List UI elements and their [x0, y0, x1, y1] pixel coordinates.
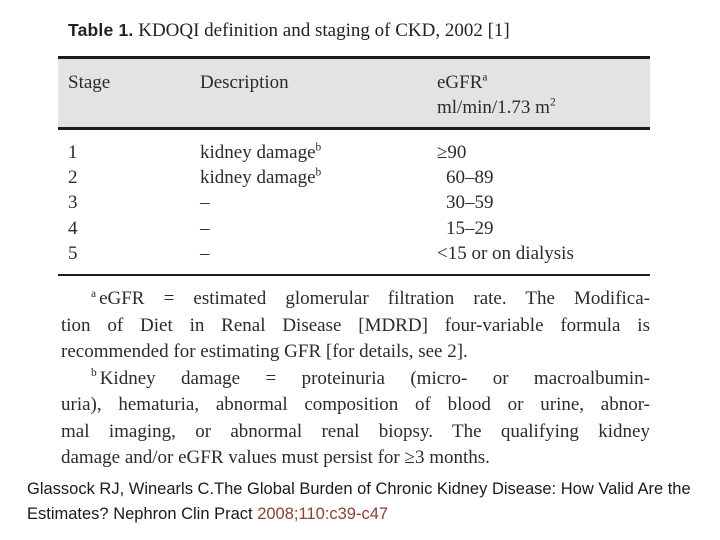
cell-description: –: [200, 192, 210, 214]
cell-egfr: ≥90: [437, 142, 467, 163]
table-row: 4 – 15–29: [68, 216, 650, 241]
footnote-a-line: tion of Diet in Renal Disease [MDRD] fou…: [61, 314, 650, 336]
table-top-rule: [58, 56, 650, 59]
cell-description: kidney damageb: [200, 166, 322, 189]
cell-egfr: 30–59: [446, 192, 494, 214]
footnote-a-marker: a: [91, 287, 97, 300]
table-caption-number: Table 1.: [68, 20, 134, 40]
egfr-units: ml/min/1.73 m: [437, 97, 550, 118]
citation: Glassock RJ, Winearls C.The Global Burde…: [27, 477, 709, 527]
cell-description: kidney damageb: [200, 141, 322, 163]
footnote-a-line: recommended for estimating GFR [for deta…: [61, 341, 468, 363]
table-row: 2 kidney damageb 60–89: [68, 165, 650, 190]
footnote-b-line: uria), hematuria, abnormal composition o…: [61, 394, 650, 416]
column-header-egfr: eGFRa ml/min/1.73 m2: [437, 71, 556, 118]
footnote-b-line: b Kidney damage = proteinuria (micro- or …: [91, 367, 650, 389]
table-body: 1 kidney damageb ≥90 2 kidney damageb 60…: [58, 130, 650, 274]
citation-reference-numbers: 2008;110:c39-c47: [257, 505, 389, 523]
cell-stage: 3: [68, 192, 78, 214]
footnote-b-line: mal imaging, or abnormal renal biopsy. T…: [61, 420, 650, 442]
citation-line-1: Glassock RJ, Winearls C.The Global Burde…: [27, 480, 691, 498]
table-caption-text: KDOQI definition and staging of CKD, 200…: [133, 20, 510, 41]
table-bottom-rule: [58, 274, 650, 277]
table-caption: Table 1. KDOQI definition and staging of…: [58, 12, 650, 43]
desc-footnote-marker: b: [315, 166, 322, 179]
cell-stage: 4: [68, 217, 78, 239]
egfr-units-exponent: 2: [549, 96, 556, 109]
cell-egfr: 15–29: [446, 217, 494, 239]
desc-footnote-marker: b: [315, 141, 322, 154]
table-row: 3 – 30–59: [68, 190, 650, 215]
column-header-stage: Stage: [68, 72, 111, 93]
table-footnotes: a eGFR = estimated glomerular filtration …: [58, 286, 650, 472]
cell-egfr: <15 or on dialysis: [437, 242, 574, 264]
column-header-description: Description: [200, 72, 289, 93]
cell-description: –: [200, 242, 210, 264]
cell-stage: 2: [68, 167, 78, 189]
footnote-a-line: a eGFR = estimated glomerular filtration …: [91, 287, 650, 310]
footnote-b-line: damage and/or eGFR values must persist f…: [61, 447, 490, 469]
table-header-band: Stage Description eGFRa ml/min/1.73 m2: [58, 59, 650, 127]
table-figure: Table 1. KDOQI definition and staging of…: [58, 12, 650, 472]
table-row: 1 kidney damageb ≥90: [68, 140, 650, 165]
footnote-b-marker: b: [91, 367, 97, 380]
citation-line-2: Estimates? Nephron Clin Pract 2008;110:c…: [27, 505, 389, 523]
cell-egfr: 60–89: [446, 167, 494, 189]
cell-stage: 5: [68, 242, 78, 264]
egfr-footnote-marker: a: [482, 71, 488, 84]
cell-stage: 1: [68, 142, 78, 163]
table-row: 5 – <15 or on dialysis: [68, 241, 650, 266]
table-mid-rule: [58, 127, 650, 130]
cell-description: –: [200, 217, 210, 239]
